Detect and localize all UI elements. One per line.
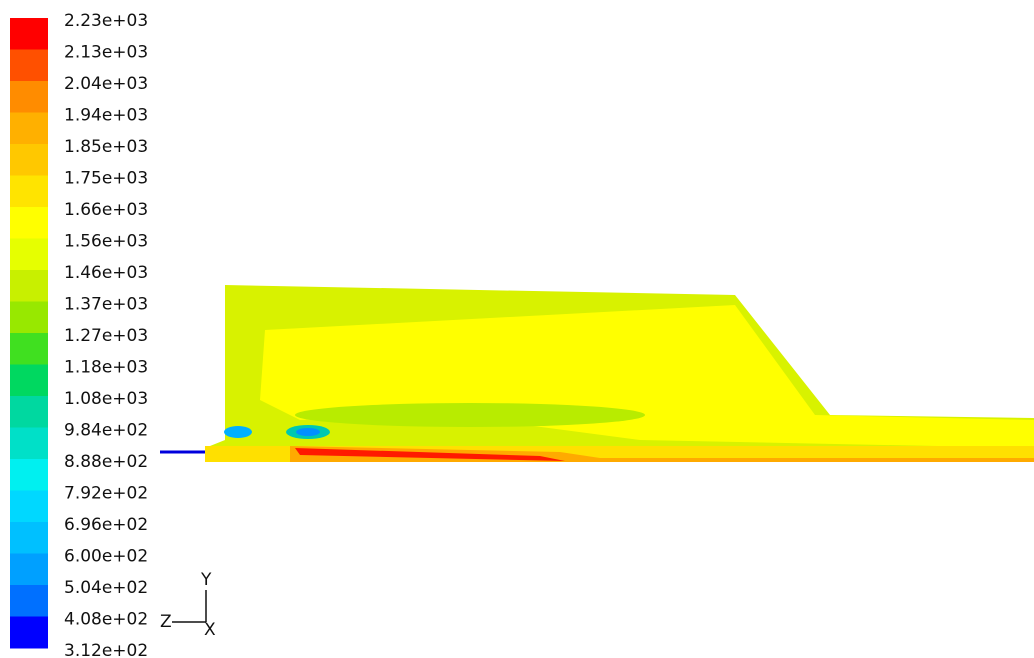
colorbar-label: 1.75e+03: [64, 169, 148, 189]
colorbar: 2.23e+03 2.13e+03 2.04e+03 1.94e+03 1.85e+03…: [10, 11, 148, 658]
colorbar-label: 1.56e+03: [64, 232, 148, 252]
color-band: [10, 396, 48, 428]
color-band: [10, 427, 48, 460]
color-band: [10, 112, 48, 145]
colorbar-label: 1.08e+03: [64, 389, 148, 409]
color-band: [10, 333, 48, 365]
color-band: [10, 270, 48, 302]
recirculation: [224, 426, 252, 438]
axis-label: Y: [200, 570, 212, 590]
color-band: [10, 238, 48, 271]
color-band: [10, 553, 48, 586]
colorbar-label: 5.04e+02: [64, 578, 148, 598]
colorbar-label: 6.96e+02: [64, 515, 148, 535]
colorbar-label: 7.92e+02: [64, 484, 148, 504]
color-band: [10, 18, 48, 50]
color-band: [10, 81, 48, 113]
axis-triad: Y Z X: [160, 570, 216, 640]
color-band: [10, 144, 48, 176]
cool-band: [295, 403, 645, 427]
color-band: [10, 522, 48, 554]
colorbar-label: 9.84e+02: [64, 421, 148, 441]
color-band: [10, 301, 48, 334]
colorbar-label: 4.08e+02: [64, 610, 148, 630]
color-band: [10, 459, 48, 491]
colorbar-label: 1.37e+03: [64, 295, 148, 315]
colorbar-label: 1.46e+03: [64, 263, 148, 283]
colorbar-label: 1.85e+03: [64, 137, 148, 157]
recirculation: [296, 428, 320, 436]
colorbar-label: 2.04e+03: [64, 74, 148, 94]
color-band: [10, 175, 48, 208]
color-band: [10, 585, 48, 617]
colorbar-label: 1.18e+03: [64, 358, 148, 378]
hot-streak: [295, 448, 565, 461]
colorbar-label: 1.27e+03: [64, 326, 148, 346]
colorbar-label: 1.66e+03: [64, 200, 148, 220]
colorbar-label: 8.88e+02: [64, 452, 148, 472]
colorbar-label: 2.23e+03: [64, 11, 148, 31]
colorbar-label: 3.12e+02: [64, 641, 148, 658]
colorbar-label: 6.00e+02: [64, 547, 148, 567]
color-band: [10, 364, 48, 397]
colorbar-label: 2.13e+03: [64, 43, 148, 63]
colorbar-label: 1.94e+03: [64, 106, 148, 126]
axis-label: Z: [160, 612, 172, 632]
color-band: [10, 49, 48, 82]
color-band: [10, 616, 48, 649]
axis-label: X: [204, 620, 216, 640]
color-band: [10, 490, 48, 523]
contour-domain: [160, 285, 1034, 462]
color-band: [10, 207, 48, 239]
